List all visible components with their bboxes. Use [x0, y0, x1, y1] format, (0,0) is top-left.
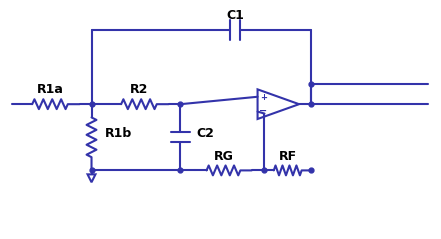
- Text: +: +: [260, 93, 267, 102]
- Text: −: −: [259, 106, 268, 116]
- Text: C2: C2: [196, 127, 214, 140]
- Text: R1a: R1a: [37, 83, 64, 96]
- Text: R2: R2: [130, 83, 148, 96]
- Text: RF: RF: [279, 151, 297, 163]
- Text: RG: RG: [213, 151, 233, 163]
- Text: R1b: R1b: [105, 127, 133, 140]
- Text: C1: C1: [226, 9, 244, 22]
